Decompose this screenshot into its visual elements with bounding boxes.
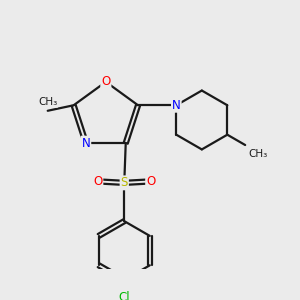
Text: N: N bbox=[172, 99, 181, 112]
Text: Cl: Cl bbox=[118, 291, 130, 300]
Text: O: O bbox=[146, 175, 155, 188]
Text: CH₃: CH₃ bbox=[38, 97, 57, 107]
Text: S: S bbox=[121, 176, 128, 189]
Text: CH₃: CH₃ bbox=[249, 148, 268, 158]
Text: O: O bbox=[101, 75, 110, 88]
Text: O: O bbox=[93, 175, 102, 188]
Text: N: N bbox=[82, 136, 90, 150]
